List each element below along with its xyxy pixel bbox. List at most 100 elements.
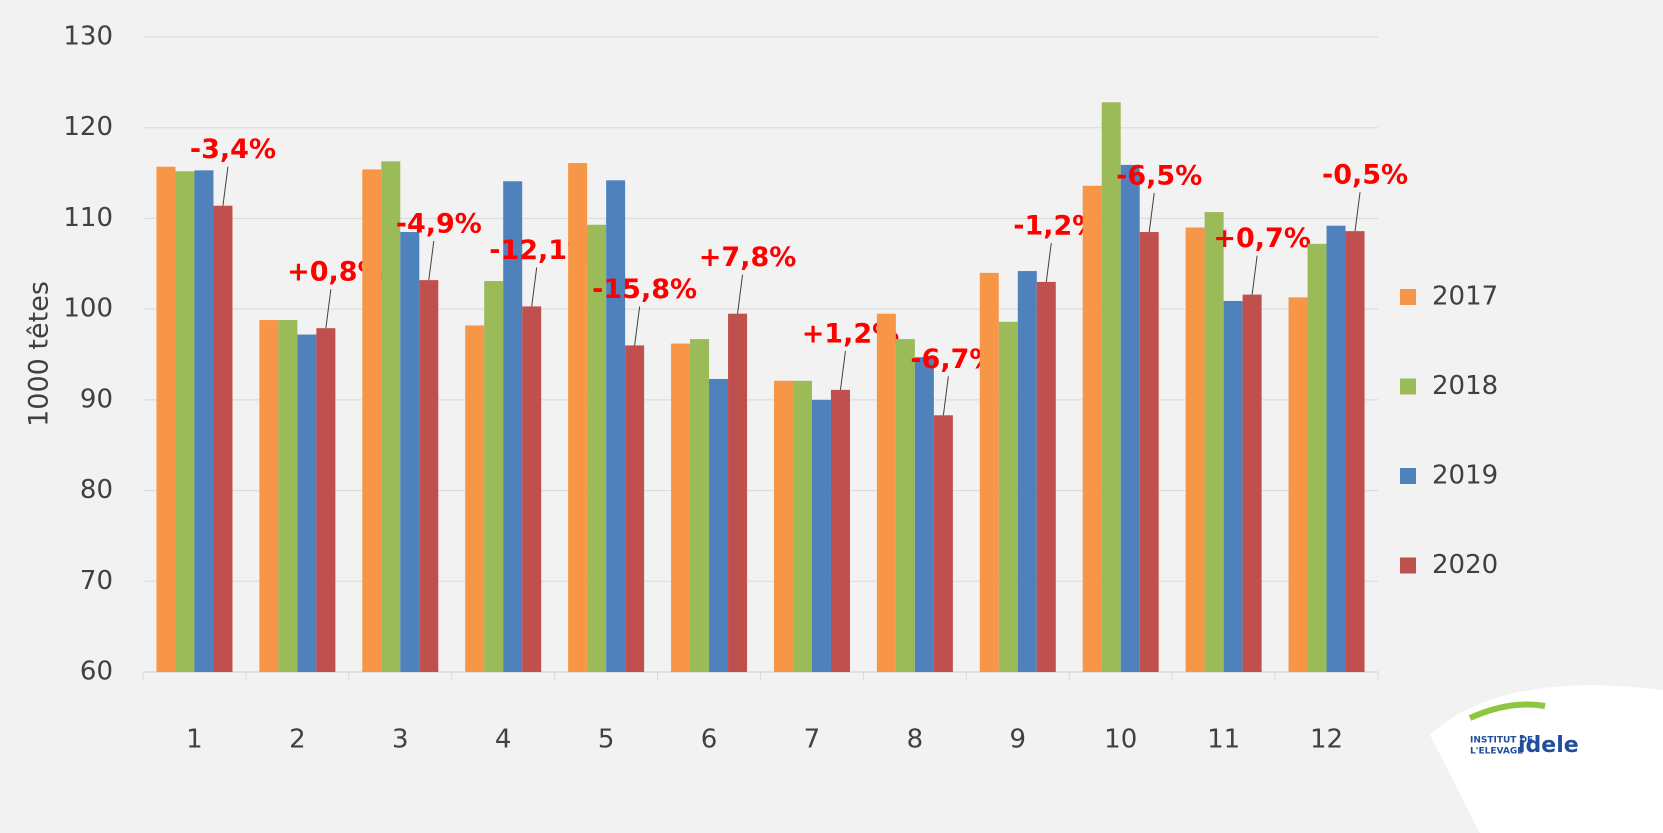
y-tick-label: 80 bbox=[80, 475, 113, 505]
y-axis-label: 1000 têtes bbox=[24, 281, 55, 427]
bar bbox=[381, 161, 401, 672]
annotation: -15,8% bbox=[592, 274, 697, 305]
x-tick-label: 4 bbox=[495, 725, 512, 755]
bar bbox=[728, 313, 748, 672]
logo-background bbox=[1430, 685, 1663, 833]
bar bbox=[914, 357, 934, 672]
bar bbox=[587, 224, 607, 672]
bar bbox=[792, 380, 812, 672]
annotation-leader bbox=[428, 241, 435, 281]
legend-label: 2018 bbox=[1432, 371, 1498, 401]
annotation-leader bbox=[737, 274, 744, 314]
x-tick-label: 11 bbox=[1207, 725, 1240, 755]
x-tick-label: 5 bbox=[598, 725, 615, 755]
annotation: -4,9% bbox=[396, 209, 482, 240]
bar bbox=[194, 170, 214, 672]
bar bbox=[709, 378, 729, 672]
annotation: -0,5% bbox=[1322, 160, 1408, 191]
bar bbox=[1139, 232, 1159, 673]
bar bbox=[175, 171, 195, 672]
legend-label: 2020 bbox=[1432, 550, 1498, 580]
y-tick-label: 120 bbox=[63, 112, 113, 142]
bar bbox=[1082, 185, 1102, 672]
x-tick-label: 7 bbox=[804, 725, 821, 755]
annotation-leader bbox=[531, 267, 538, 307]
bar bbox=[419, 280, 439, 672]
bar bbox=[400, 232, 420, 673]
annotation-leader bbox=[634, 306, 641, 346]
y-tick-label: 70 bbox=[80, 566, 113, 596]
x-tick-label: 3 bbox=[392, 725, 409, 755]
bar bbox=[1307, 243, 1327, 673]
x-tick-label: 6 bbox=[701, 725, 718, 755]
x-tick-label: 10 bbox=[1104, 725, 1137, 755]
legend-swatch bbox=[1400, 378, 1416, 395]
bar bbox=[895, 339, 915, 672]
bar bbox=[1345, 231, 1365, 672]
bar bbox=[362, 169, 382, 672]
bar bbox=[156, 166, 176, 672]
legend-swatch bbox=[1400, 468, 1416, 484]
bar bbox=[213, 205, 233, 672]
annotation: +7,8% bbox=[699, 242, 797, 273]
logo-text: idele bbox=[1518, 733, 1579, 758]
bar bbox=[278, 320, 298, 672]
bar bbox=[1185, 227, 1205, 672]
x-tick-label: 9 bbox=[1010, 725, 1027, 755]
bar bbox=[1242, 294, 1262, 672]
bar bbox=[1017, 271, 1037, 672]
bar bbox=[690, 339, 710, 672]
bar bbox=[625, 345, 645, 672]
bar bbox=[876, 313, 896, 672]
annotation-leader bbox=[325, 289, 332, 329]
annotation-leader bbox=[1251, 255, 1258, 295]
bar bbox=[1223, 300, 1243, 672]
bar bbox=[1120, 164, 1140, 672]
bar bbox=[503, 181, 523, 672]
bar bbox=[998, 321, 1018, 672]
bar bbox=[1101, 102, 1121, 673]
annotation-leader bbox=[1045, 242, 1052, 282]
annotation: +0,7% bbox=[1213, 223, 1311, 254]
bar bbox=[297, 334, 317, 672]
bar bbox=[933, 415, 953, 672]
y-tick-label: 130 bbox=[63, 22, 113, 52]
bar bbox=[1036, 281, 1056, 672]
x-tick-label: 8 bbox=[907, 725, 924, 755]
bar bbox=[465, 325, 485, 672]
bar bbox=[259, 320, 279, 672]
bar bbox=[811, 399, 831, 672]
bar bbox=[773, 380, 793, 672]
bar bbox=[1288, 297, 1308, 672]
y-tick-label: 100 bbox=[63, 294, 113, 324]
bar bbox=[606, 180, 626, 673]
y-tick-label: 60 bbox=[80, 657, 113, 687]
logo-swoosh bbox=[1468, 701, 1546, 721]
annotation: -3,4% bbox=[190, 134, 276, 165]
x-tick-label: 1 bbox=[186, 725, 203, 755]
bar bbox=[316, 328, 336, 672]
annotation-leader bbox=[1354, 192, 1361, 232]
bar bbox=[830, 389, 850, 672]
bar bbox=[979, 272, 999, 672]
y-tick-label: 90 bbox=[80, 384, 113, 414]
y-tick-label: 110 bbox=[63, 203, 113, 233]
bar bbox=[522, 306, 542, 672]
legend-swatch bbox=[1400, 289, 1416, 305]
bar bbox=[1204, 212, 1224, 673]
bar bbox=[671, 343, 691, 672]
bar bbox=[484, 281, 504, 672]
logo-text: INSTITUT DE bbox=[1470, 736, 1533, 746]
legend-label: 2019 bbox=[1432, 461, 1498, 491]
annotation-leader bbox=[942, 376, 949, 416]
legend-swatch bbox=[1400, 557, 1416, 574]
x-tick-label: 2 bbox=[289, 725, 306, 755]
bar bbox=[568, 163, 588, 673]
annotation-leader bbox=[839, 350, 846, 390]
annotation-leader bbox=[1148, 192, 1155, 233]
legend-label: 2017 bbox=[1432, 282, 1498, 312]
x-tick-label: 12 bbox=[1310, 725, 1343, 755]
annotation: -6,5% bbox=[1116, 161, 1202, 192]
annotation-leader bbox=[222, 166, 229, 206]
